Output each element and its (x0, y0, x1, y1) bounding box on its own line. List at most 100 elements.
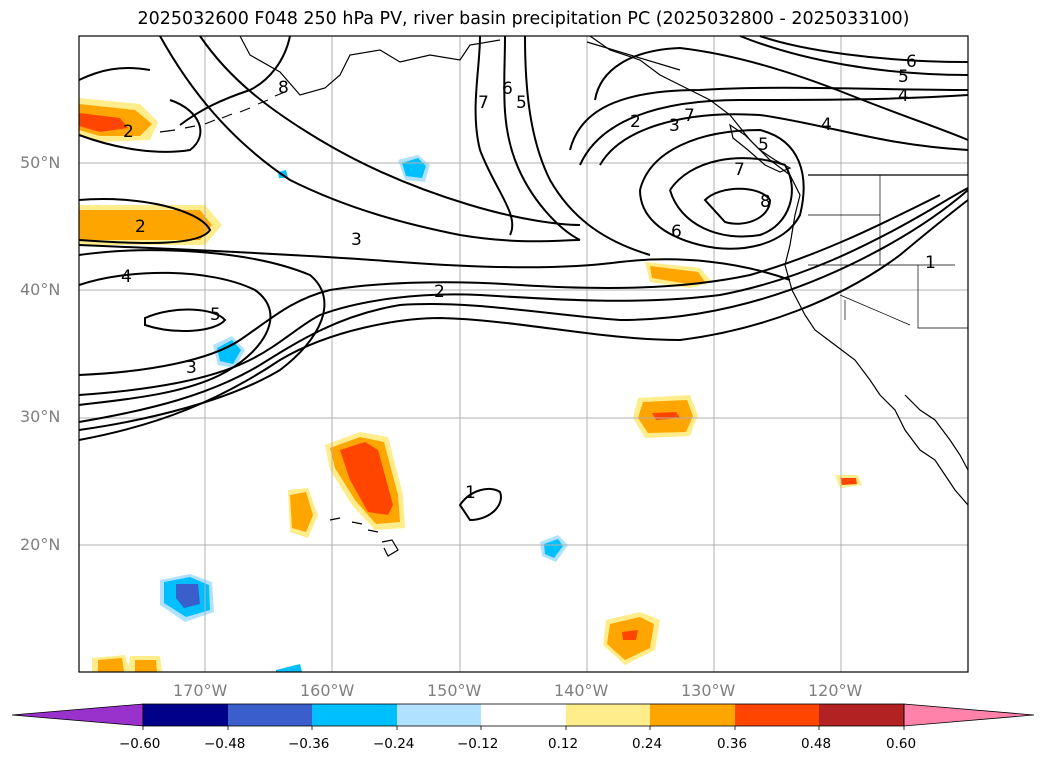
colorbar-tick-label: −0.12 (457, 736, 499, 752)
contour-label: 6 (671, 222, 682, 242)
precip-positive-region (135, 660, 157, 672)
colorbar-bin (566, 704, 650, 726)
pv-contour-4-south (78, 187, 969, 396)
contour-labels: 2 2 4 5 3 3 2 1 8 7 6 5 2 3 7 5 7 8 6 4 … (121, 52, 936, 503)
colorbar-tick-label: 0.24 (632, 736, 663, 752)
lat-label: 30°N (20, 407, 61, 426)
lon-label: 140°W (554, 681, 609, 700)
pv-contours (78, 35, 969, 522)
contour-label: 5 (758, 135, 769, 155)
mexico-mainland (904, 394, 969, 471)
pv-contour-2-west-b (78, 198, 212, 244)
lon-label: 160°W (300, 681, 355, 700)
aleutian-islands (159, 91, 286, 133)
lat-label: 40°N (20, 280, 61, 299)
pv-contour-2-west-a (78, 99, 202, 153)
pv-contour-3-south (78, 189, 969, 423)
pv-contour-5-south (78, 194, 941, 376)
contour-label: 2 (123, 122, 134, 142)
precip-negative-region (217, 340, 241, 364)
lat-label: 20°N (20, 535, 61, 554)
pv-contour-mid (159, 35, 581, 243)
pv-contour-5-north (599, 113, 969, 166)
contour-label: 2 (630, 112, 641, 132)
pv-contour-7 (669, 157, 793, 238)
precip-positive-region (79, 210, 212, 240)
pv-contour-west-1 (78, 67, 151, 81)
lon-label: 150°W (427, 681, 482, 700)
contour-label: 5 (210, 305, 221, 325)
colorbar-tick-label: 0.36 (717, 736, 748, 752)
precip-positive-region (79, 113, 128, 132)
colorbar-tick-label: −0.36 (288, 736, 330, 752)
colorbar-ticks (142, 726, 905, 730)
colorbar-tick-label: 0.48 (801, 736, 832, 752)
contour-label: 4 (898, 86, 909, 106)
precip-positive-region (650, 266, 705, 284)
pv-contour-2-south (78, 199, 969, 441)
pv-contour-trough-6 (503, 35, 581, 241)
colorbar-extend-low (11, 703, 144, 727)
precip-negative-region (276, 664, 302, 672)
pv-contour-5-ne (739, 35, 969, 76)
colorbar-bin (481, 704, 566, 726)
pv-contour-3-north (569, 86, 969, 151)
colorbar-bin (397, 704, 481, 726)
colorbar (11, 703, 1035, 730)
pv-contour-6-ne (759, 35, 969, 63)
colorbar-tick-label: −0.60 (119, 736, 161, 752)
precip-positive-region (290, 492, 313, 532)
pv-contour-4-west (78, 271, 272, 406)
precip-negative-region (544, 539, 563, 558)
precip-positive-region (340, 442, 393, 515)
contour-label: 6 (502, 79, 513, 99)
contour-label: 7 (478, 93, 489, 113)
alaska-panhandle (589, 35, 801, 216)
pv-contour-3-west (78, 249, 326, 431)
contour-label: 1 (925, 253, 936, 273)
contour-label: 2 (434, 282, 445, 302)
contour-label: 3 (186, 358, 197, 378)
contour-label: 5 (516, 93, 527, 113)
colorbar-bin (228, 704, 312, 726)
contour-label: 2 (135, 217, 146, 237)
precip-positive-region (840, 478, 857, 485)
vancouver-island (729, 123, 792, 173)
colorbar-bin (312, 704, 397, 726)
pv-contour-8-ridge (179, 35, 291, 126)
contour-label: 7 (734, 160, 745, 180)
precip-positive-region (98, 658, 124, 672)
precipitation-shading (79, 98, 862, 672)
contour-label: 5 (898, 67, 909, 87)
lon-label: 170°W (173, 681, 228, 700)
colorbar-tick-label: −0.48 (204, 736, 246, 752)
lat-label: 50°N (20, 153, 61, 172)
pv-contour-trough-7 (474, 35, 514, 236)
colorbar-bin (735, 704, 819, 726)
contour-label: 7 (684, 106, 695, 126)
colorbar-tick-label: −0.24 (373, 736, 415, 752)
pv-contour-1 (458, 487, 502, 522)
contour-label: 8 (278, 78, 289, 98)
contour-label: 8 (760, 192, 771, 212)
us-states (808, 175, 968, 329)
hawaii-islands (329, 517, 399, 557)
pv-contour-6 (639, 128, 805, 250)
pv-contour-8-closed (703, 187, 772, 225)
pv-contour-2-north-ridge (594, 46, 969, 141)
precip-negative-region (176, 584, 200, 608)
contour-label: 6 (906, 52, 917, 72)
contour-label: 1 (465, 483, 476, 503)
map-frame (78, 35, 969, 673)
contour-label: 3 (669, 116, 680, 136)
pv-contour-trough-5 (524, 35, 651, 256)
precip-positive-region (622, 630, 638, 640)
pv-contour-2-north (78, 244, 791, 281)
colorbar-bin (650, 704, 735, 726)
colorbar-bin (819, 704, 904, 726)
colorbar-frame (142, 703, 905, 727)
colorbar-tick-label: 0.12 (548, 736, 579, 752)
west-coast-us (784, 214, 881, 396)
baja-california (879, 394, 969, 506)
